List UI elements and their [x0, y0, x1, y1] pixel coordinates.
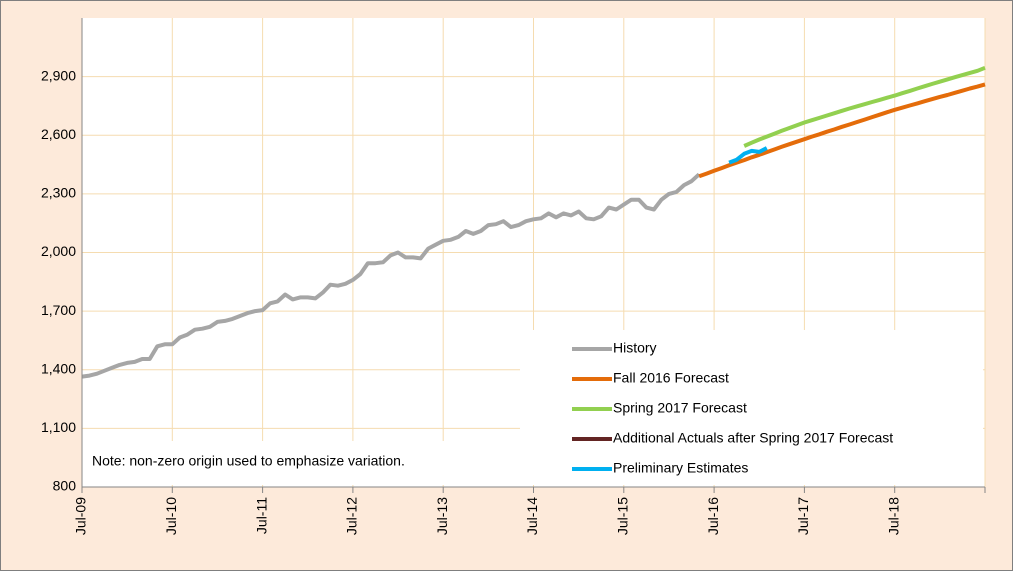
grid: [82, 18, 986, 487]
x-tick-label: Jul-12: [344, 497, 360, 535]
series-line: [81, 172, 701, 379]
x-tick-label: Jul-09: [73, 497, 89, 535]
y-tick-label: 2,900: [41, 67, 76, 83]
note: Note: non-zero origin used to emphasize …: [92, 453, 405, 469]
y-tick-label: 2,300: [41, 185, 76, 201]
x-tick-label: Jul-15: [615, 497, 631, 535]
x-tick-label: Jul-18: [885, 497, 901, 535]
y-tick-label: 1,700: [41, 302, 76, 318]
y-tick-label: 1,400: [41, 360, 76, 376]
lines: [81, 65, 986, 379]
series-line: [743, 65, 986, 148]
y-tick-label: 1,100: [41, 419, 76, 435]
y-tick-label: 800: [53, 478, 77, 494]
legend-label: Additional Actuals after Spring 2017 For…: [613, 430, 893, 446]
note-box: [84, 441, 520, 485]
x-tick-label: Jul-10: [163, 497, 179, 535]
legend-label: Fall 2016 Forecast: [613, 370, 729, 386]
legend-label: Preliminary Estimates: [613, 460, 748, 476]
x-tick-label: Jul-16: [705, 497, 721, 535]
x-tick-label: Jul-17: [795, 497, 811, 535]
axes: 800 1,100 1,400 1,700 2,000 2,300 2,600 2,900 Ju…: [41, 18, 986, 535]
legend-label: History: [613, 340, 657, 356]
legend-items: History Fall 2016 Forecast Spring 2017 For…: [572, 340, 893, 476]
series-line: [698, 82, 986, 179]
x-tick-label: Jul-14: [524, 497, 540, 535]
y-tick-label: 2,600: [41, 126, 76, 142]
legend-label: Spring 2017 Forecast: [613, 400, 747, 416]
y-tick-label: 2,000: [41, 243, 76, 259]
x-tick-label: Jul-11: [253, 497, 269, 534]
x-tick-label: Jul-13: [434, 497, 450, 535]
series-line: [728, 146, 768, 165]
